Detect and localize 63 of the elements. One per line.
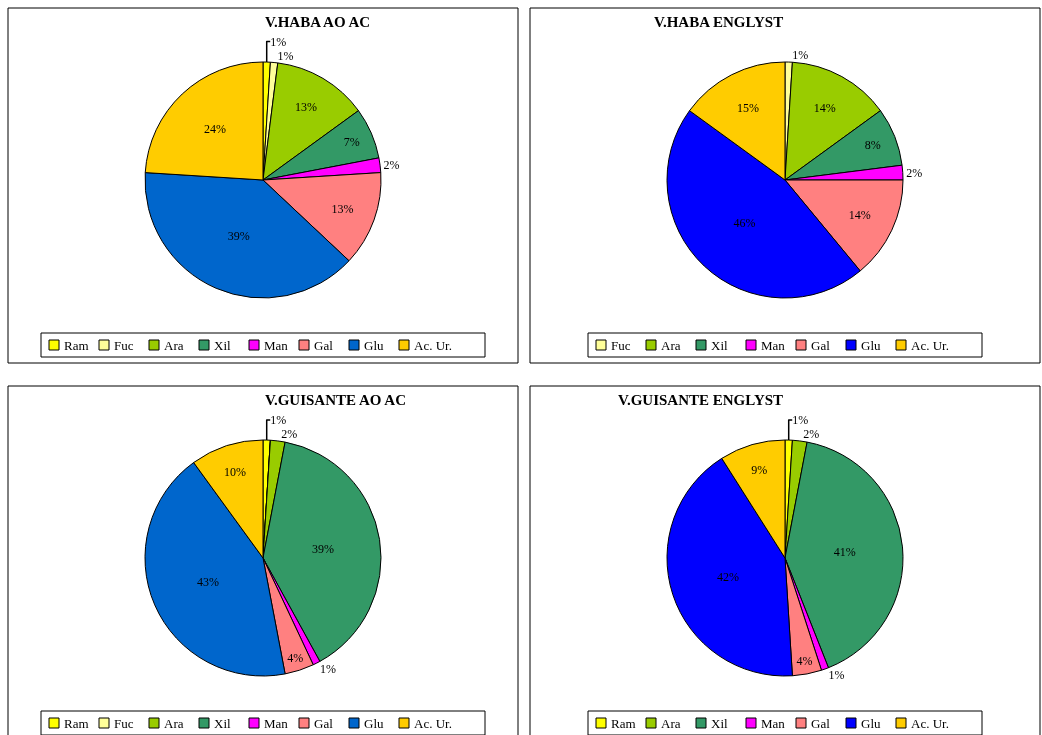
legend-label: Ac. Ur. (414, 716, 452, 731)
legend-label: Ram (64, 716, 89, 731)
legend-label: Gal (314, 716, 334, 731)
legend-label: Xil (711, 338, 728, 353)
legend-label: Ram (64, 338, 89, 353)
data-label: 14% (848, 208, 871, 223)
legend-label: Fuc (114, 338, 134, 353)
legend-label: Glu (364, 716, 384, 731)
legend-label: Glu (861, 338, 881, 353)
data-label: 9% (751, 462, 768, 477)
legend-label: Fuc (114, 716, 134, 731)
legend-label: Ara (661, 716, 681, 731)
data-label: 1% (792, 413, 809, 428)
legend-label: Gal (811, 716, 831, 731)
data-label: 41% (833, 545, 856, 560)
legend-label: Man (264, 716, 289, 731)
legend-label: Ac. Ur. (911, 338, 949, 353)
legend-label: Glu (364, 338, 384, 353)
data-label: 1% (277, 48, 294, 63)
legend-label: Ara (164, 716, 184, 731)
data-label: 13% (294, 100, 317, 115)
data-label: 10% (224, 465, 247, 480)
legend-label: Ram (611, 716, 636, 731)
data-label: 24% (203, 122, 226, 137)
chart-title: V.HABA AO AC (265, 14, 371, 30)
data-label: 2% (906, 165, 923, 180)
data-label: 1% (320, 661, 337, 676)
data-label: 4% (796, 654, 813, 669)
data-label: 46% (733, 216, 756, 231)
chart-title: V.GUISANTE ENGLYST (618, 392, 784, 408)
data-label: 39% (311, 541, 334, 556)
legend-label: Glu (861, 716, 881, 731)
data-label: 2% (803, 427, 820, 442)
legend-label: Man (264, 338, 289, 353)
legend-label: Ac. Ur. (414, 338, 452, 353)
data-label: 1% (828, 668, 845, 683)
legend-label: Xil (214, 716, 231, 731)
legend-label: Fuc (611, 338, 631, 353)
legend-label: Gal (811, 338, 831, 353)
data-label: 8% (864, 138, 881, 153)
data-label: 14% (813, 100, 836, 115)
data-label: 39% (227, 228, 250, 243)
legend-label: Xil (711, 716, 728, 731)
data-label: 43% (197, 574, 220, 589)
data-label: 15% (737, 100, 760, 115)
legend-label: Man (761, 338, 786, 353)
data-label: 1% (270, 413, 287, 428)
chart-title: V.GUISANTE AO AC (265, 392, 407, 408)
legend-label: Xil (214, 338, 231, 353)
data-label: 13% (331, 201, 354, 216)
data-label: 2% (383, 158, 400, 173)
data-label: 1% (792, 48, 809, 63)
data-label: 7% (343, 134, 360, 149)
legend-label: Ac. Ur. (911, 716, 949, 731)
data-label: 42% (716, 569, 739, 584)
chart-title: V.HABA ENGLYST (654, 14, 784, 30)
legend-label: Ara (661, 338, 681, 353)
data-label: 2% (281, 427, 298, 442)
data-label: 4% (287, 650, 304, 665)
legend-label: Ara (164, 338, 184, 353)
data-label: 1% (270, 34, 287, 49)
legend-label: Man (761, 716, 786, 731)
legend-label: Gal (314, 338, 334, 353)
